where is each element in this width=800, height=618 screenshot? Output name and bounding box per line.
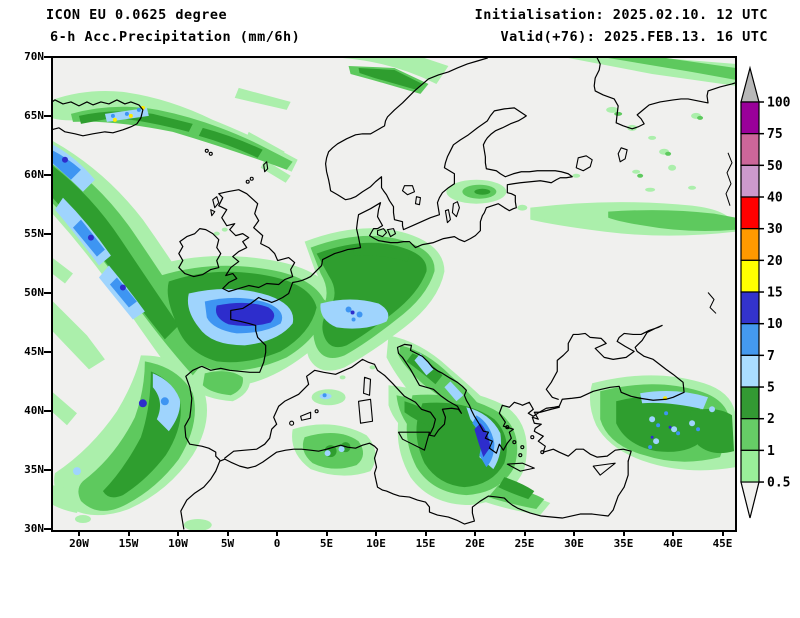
lon-label-20W: 20W	[59, 537, 99, 550]
lon-tick	[227, 531, 229, 536]
lon-label-25E: 25E	[505, 537, 545, 550]
lon-label-35E: 35E	[604, 537, 644, 550]
lon-label-10E: 10E	[356, 537, 396, 550]
color-scale-legend: 1007550403020151075210.5	[737, 64, 797, 524]
valid-time: Valid(+76): 2025.FEB.13. 16 UTC	[501, 29, 768, 45]
lon-tick	[375, 531, 377, 536]
legend-band-5	[741, 387, 759, 419]
lon-label-20E: 20E	[455, 537, 495, 550]
lon-label-15W: 15W	[109, 537, 149, 550]
legend-value-100: 100	[767, 96, 791, 111]
lon-label-45E: 45E	[703, 537, 743, 550]
lon-label-5W: 5W	[208, 537, 248, 550]
legend-band-100	[741, 102, 759, 134]
legend-overflow-triangle	[741, 68, 759, 102]
lat-tick	[44, 528, 51, 530]
init-time: Initialisation: 2025.02.10. 12 UTC	[475, 7, 768, 23]
lon-label-40E: 40E	[653, 537, 693, 550]
legend-value-20: 20	[767, 254, 783, 269]
lon-label-5E: 5E	[307, 537, 347, 550]
lon-tick	[573, 531, 575, 536]
legend-band-30	[741, 229, 759, 261]
legend-band-20	[741, 260, 759, 292]
legend-value-50: 50	[767, 159, 783, 174]
lat-label-70N: 70N	[8, 50, 44, 63]
lon-tick	[524, 531, 526, 536]
legend-value-1: 1	[767, 444, 775, 459]
legend-band-15	[741, 292, 759, 324]
legend-value-30: 30	[767, 222, 783, 237]
lat-label-45N: 45N	[8, 345, 44, 358]
legend-value-2: 2	[767, 412, 775, 427]
legend-value-75: 75	[767, 127, 783, 142]
legend-underflow-triangle	[741, 482, 759, 518]
lon-tick	[177, 531, 179, 536]
lon-label-15E: 15E	[406, 537, 446, 550]
legend-value-15: 15	[767, 286, 783, 301]
lon-tick	[326, 531, 328, 536]
legend-band-40	[741, 197, 759, 229]
legend-band-7	[741, 355, 759, 387]
product-title: 6-h Acc.Precipitation (mm/6h)	[50, 29, 300, 45]
legend-value-5: 5	[767, 381, 775, 396]
legend-value-7: 7	[767, 349, 775, 364]
lon-label-30E: 30E	[554, 537, 594, 550]
lon-tick	[425, 531, 427, 536]
legend-band-2	[741, 419, 759, 451]
lon-tick	[672, 531, 674, 536]
lat-tick	[44, 174, 51, 176]
weather-map-page: ICON EU 0.0625 degree 6-h Acc.Precipitat…	[0, 0, 800, 618]
lat-label-60N: 60N	[8, 168, 44, 181]
lon-tick	[623, 531, 625, 536]
lon-tick	[128, 531, 130, 536]
lat-tick	[44, 115, 51, 117]
legend-value-10: 10	[767, 317, 783, 332]
lat-label-50N: 50N	[8, 286, 44, 299]
lat-label-55N: 55N	[8, 227, 44, 240]
legend-band-10	[741, 324, 759, 356]
lat-label-30N: 30N	[8, 522, 44, 535]
lat-tick	[44, 56, 51, 58]
lon-tick	[474, 531, 476, 536]
lat-tick	[44, 292, 51, 294]
lon-tick	[78, 531, 80, 536]
lat-tick	[44, 469, 51, 471]
model-title: ICON EU 0.0625 degree	[46, 7, 227, 23]
lon-label-10W: 10W	[158, 537, 198, 550]
lon-label-0: 0	[257, 537, 297, 550]
map-canvas	[51, 56, 737, 532]
legend-value-40: 40	[767, 191, 783, 206]
lat-label-35N: 35N	[8, 463, 44, 476]
legend-value-0.5: 0.5	[767, 476, 790, 491]
legend-band-75	[741, 134, 759, 166]
lat-tick	[44, 351, 51, 353]
lon-tick	[276, 531, 278, 536]
legend-band-50	[741, 165, 759, 197]
lat-label-40N: 40N	[8, 404, 44, 417]
legend-band-1	[741, 450, 759, 482]
lat-tick	[44, 410, 51, 412]
lat-tick	[44, 233, 51, 235]
precipitation-map	[53, 58, 735, 530]
lat-label-65N: 65N	[8, 109, 44, 122]
lon-tick	[722, 531, 724, 536]
